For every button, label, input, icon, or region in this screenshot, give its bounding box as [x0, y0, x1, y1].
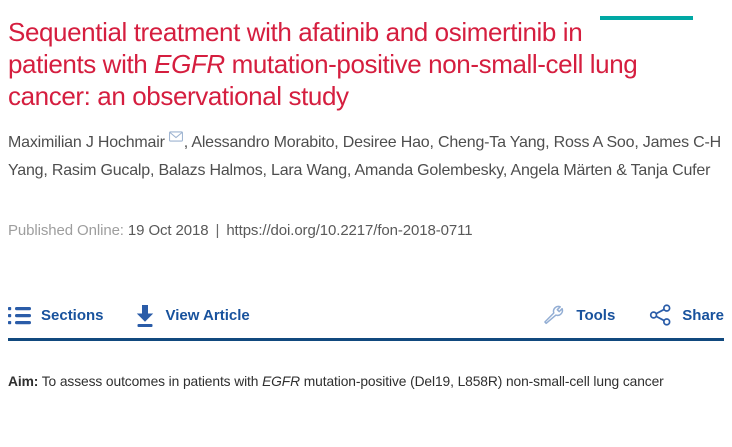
teal-accent-bar: [600, 16, 693, 20]
tools-label: Tools: [576, 306, 616, 324]
title-gene-italic: EGFR: [154, 49, 225, 79]
toolbar-right-group: Tools Share: [542, 303, 724, 327]
aim-label: Aim:: [8, 374, 39, 389]
title-line-1: Sequential treatment with afatinib and o…: [8, 17, 583, 47]
envelope-icon[interactable]: [168, 131, 183, 142]
published-line: Published Online: 19 Oct 2018 | https://doi…: [8, 222, 724, 239]
navy-divider: [8, 338, 724, 341]
view-article-button[interactable]: View Article: [134, 304, 250, 327]
wrench-icon: [542, 303, 566, 327]
aim-gene-italic: EGFR: [262, 374, 301, 389]
separator: |: [215, 222, 220, 239]
corresponding-author: Maximilian J Hochmair: [8, 134, 165, 151]
title-line-2: patients with EGFR mutation-positive non…: [8, 49, 638, 79]
abstract-aim-line: Aim: To assess outcomes in patients with…: [8, 374, 664, 389]
article-header: Sequential treatment with afatinib and o…: [0, 16, 732, 389]
toolbar-left-group: Sections View Article: [8, 304, 250, 327]
download-icon: [134, 304, 156, 327]
share-label: Share: [682, 306, 724, 324]
title-line-3: cancer: an observational study: [8, 81, 349, 111]
article-title: Sequential treatment with afatinib and o…: [8, 16, 724, 112]
published-label: Published Online:: [8, 222, 124, 239]
author-list: Maximilian J Hochmair, Alessandro Morabi…: [8, 129, 724, 185]
view-article-label: View Article: [165, 306, 250, 324]
share-network-icon: [649, 303, 672, 327]
published-date: 19 Oct 2018: [127, 222, 209, 239]
list-icon: [8, 306, 31, 325]
doi-link[interactable]: https://doi.org/10.2217/fon-2018-0711: [226, 222, 473, 239]
sections-button[interactable]: Sections: [8, 306, 104, 325]
sections-label: Sections: [41, 306, 104, 324]
tools-button[interactable]: Tools: [542, 303, 615, 327]
article-toolbar: Sections View Article Tools: [8, 303, 724, 327]
share-button[interactable]: Share: [649, 303, 724, 327]
other-authors: , Alessandro Morabito, Desiree Hao, Chen…: [8, 134, 722, 179]
